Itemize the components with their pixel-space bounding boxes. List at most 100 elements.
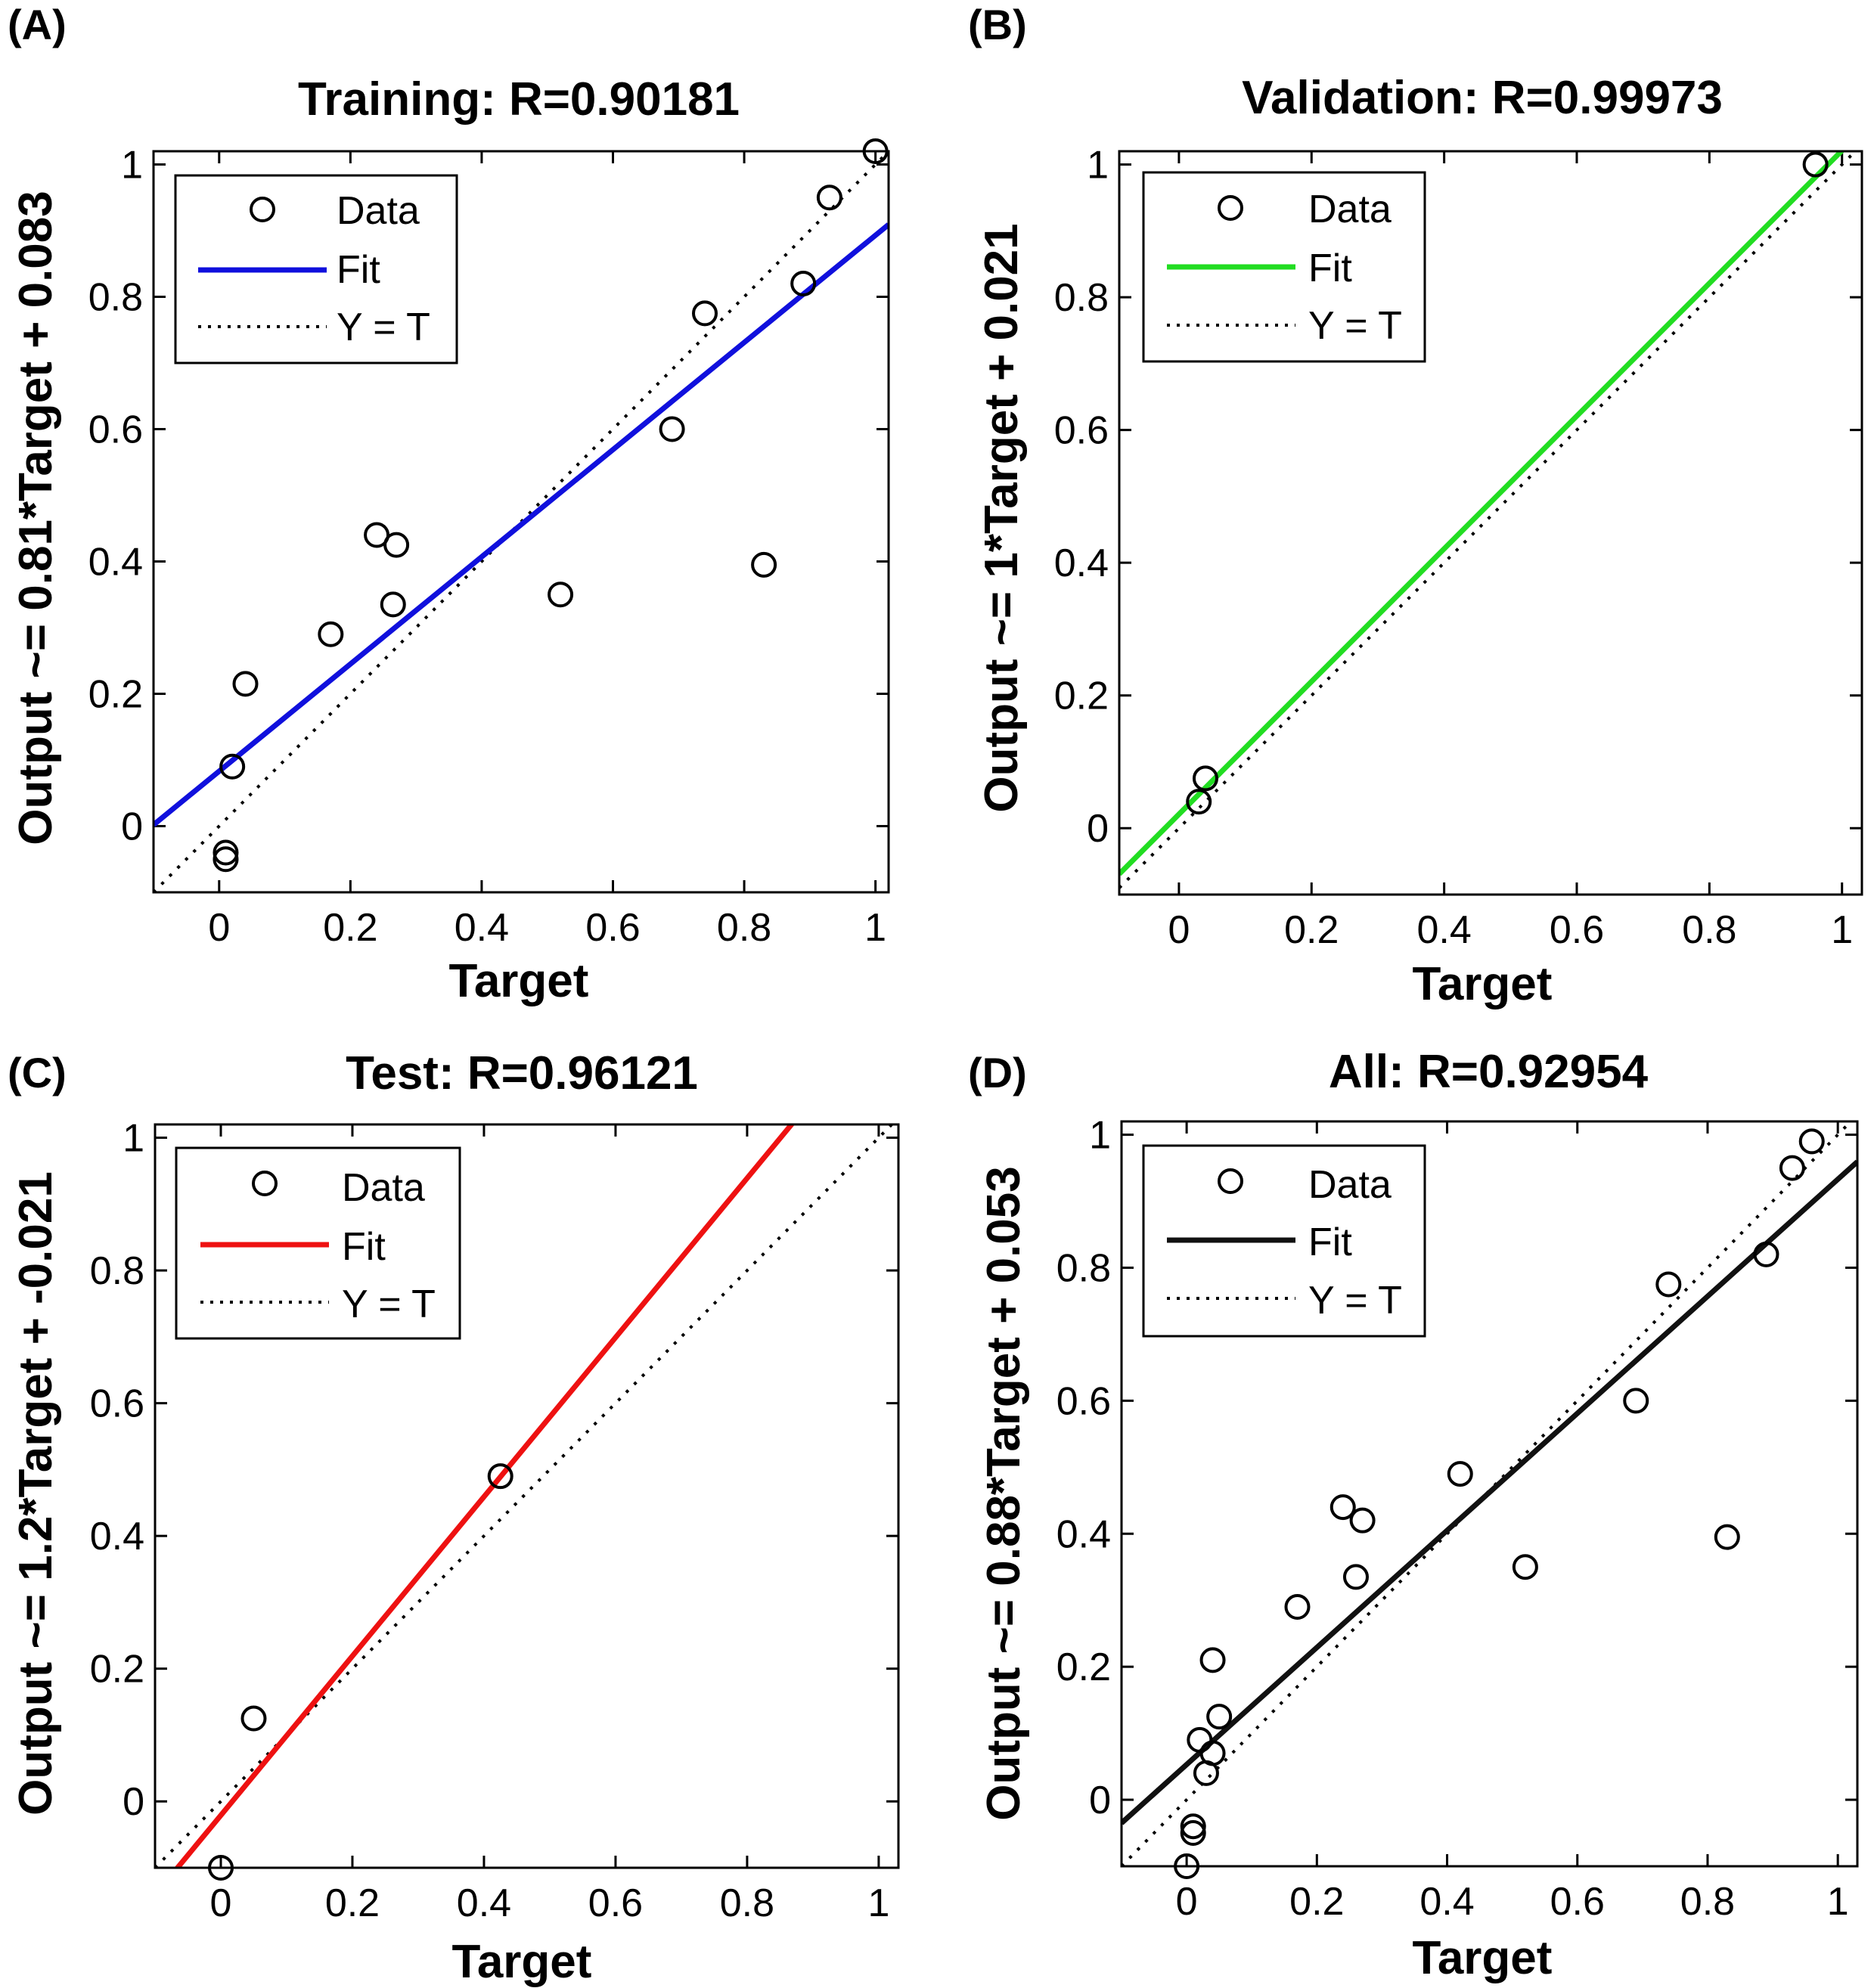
data-point-a-8 xyxy=(548,582,574,608)
legend-a: Data Fit Y = T xyxy=(174,174,458,364)
plot-frame-d xyxy=(1120,1120,1859,1868)
chart-title-d: All: R=0.92954 xyxy=(1329,1046,1649,1098)
legend-data-marker-c xyxy=(252,1171,278,1196)
y-tick-label-c-4: 0.8 xyxy=(90,1249,144,1293)
y-tick-label-b-2: 0.4 xyxy=(1054,541,1109,585)
x-tick-label-b-5: 1 xyxy=(1831,908,1853,952)
plot-area-c: 0 0.2 0.4 0.6 0.8 1 0 0.2 0.4 0.6 0.8 1 xyxy=(90,1117,900,1925)
data-point-d-3 xyxy=(1187,1726,1213,1753)
y-tick-label-a-0: 0 xyxy=(121,805,143,849)
legend-data-label-d: Data xyxy=(1308,1163,1392,1207)
y-tick-label-c-0: 0 xyxy=(123,1780,144,1824)
x-tick-label-d-3: 0.6 xyxy=(1550,1880,1605,1924)
chart-title-a: Training: R=0.90181 xyxy=(298,73,740,126)
data-point-c-1 xyxy=(240,1705,267,1732)
data-point-d-19 xyxy=(1798,1128,1825,1155)
fit-line-d xyxy=(1122,1159,1857,1825)
y-tick-label-d-3: 0.6 xyxy=(1056,1379,1111,1423)
fit-line-c xyxy=(174,1124,796,1868)
y-tick-label-d-2: 0.4 xyxy=(1056,1512,1111,1556)
data-point-a-2 xyxy=(219,753,246,780)
panel-label-a: (A) xyxy=(8,1,67,48)
x-tick-label-b-3: 0.6 xyxy=(1550,908,1604,952)
y-tick-label-a-4: 0.8 xyxy=(88,276,143,320)
x-tick-label-a-5: 1 xyxy=(864,906,886,950)
x-tick-label-b-1: 0.2 xyxy=(1284,908,1339,952)
data-point-d-12 xyxy=(1447,1461,1473,1487)
data-point-d-17 xyxy=(1753,1241,1779,1267)
legend-data-marker-d xyxy=(1218,1168,1243,1194)
y-tick-label-d-5: 1 xyxy=(1089,1114,1111,1158)
x-tick-label-c-0: 0 xyxy=(210,1881,232,1925)
y-tick-label-d-1: 0.2 xyxy=(1056,1645,1111,1689)
plot-area-b: 0 0.2 0.4 0.6 0.8 1 0 0.2 0.4 0.6 0.8 1 xyxy=(1054,144,1863,952)
x-tick-label-c-3: 0.6 xyxy=(588,1881,643,1925)
data-point-a-5 xyxy=(364,522,390,548)
data-point-d-11 xyxy=(1342,1564,1369,1590)
x-tick-label-c-2: 0.4 xyxy=(457,1881,511,1925)
plot-area-a: 0 0.2 0.4 0.6 0.8 1 0 0.2 0.4 0.6 0.8 1 xyxy=(88,138,890,950)
panel-c: (C) Test: R=0.96121 Output ~= 1.2*Target… xyxy=(8,1047,900,1988)
data-point-a-10 xyxy=(692,300,718,327)
legend-data-label-c: Data xyxy=(342,1166,425,1210)
data-point-a-0 xyxy=(213,846,239,873)
x-tick-label-d-4: 0.8 xyxy=(1680,1880,1735,1924)
x-axis-title-d: Target xyxy=(1413,1932,1553,1984)
y-axis-title-c: Output ~= 1.2*Target + -0.021 xyxy=(10,1171,62,1816)
y-tick-label-a-2: 0.4 xyxy=(88,541,143,585)
y-tick-label-c-2: 0.4 xyxy=(90,1515,144,1558)
x-tick-label-c-5: 1 xyxy=(867,1881,889,1925)
data-point-d-13 xyxy=(1512,1554,1538,1580)
x-tick-label-a-3: 0.6 xyxy=(585,906,640,950)
plot-frame-b xyxy=(1118,150,1863,896)
identity-line-b xyxy=(1119,151,1858,889)
panel-d: (D) All: R=0.92954 Output ~= 0.88*Target… xyxy=(968,1046,1859,1984)
x-tick-label-d-0: 0 xyxy=(1176,1880,1198,1924)
data-point-a-4 xyxy=(318,621,344,647)
x-tick-label-a-4: 0.8 xyxy=(717,906,771,950)
y-tick-label-b-4: 0.8 xyxy=(1054,276,1109,320)
plot-frame-c xyxy=(154,1123,900,1869)
x-tick-label-d-1: 0.2 xyxy=(1289,1880,1344,1924)
x-axis-title-a: Target xyxy=(449,955,589,1007)
x-tick-label-a-0: 0 xyxy=(208,906,230,950)
fit-line-a xyxy=(154,222,889,827)
fit-line-b xyxy=(1119,151,1845,876)
plot-frame-a xyxy=(152,150,890,894)
y-tick-label-b-1: 0.2 xyxy=(1054,675,1109,718)
data-point-c-2 xyxy=(487,1463,513,1490)
x-tick-label-a-1: 0.2 xyxy=(323,906,377,950)
panel-label-b: (B) xyxy=(968,1,1027,48)
x-tick-label-a-2: 0.4 xyxy=(455,906,509,950)
legend-data-label-a: Data xyxy=(337,189,420,233)
data-point-d-8 xyxy=(1284,1594,1311,1620)
legend-data-marker-a xyxy=(250,197,275,222)
legend-data-label-b: Data xyxy=(1308,188,1392,231)
x-tick-label-c-4: 0.8 xyxy=(720,1881,774,1925)
y-tick-label-a-1: 0.2 xyxy=(88,673,143,717)
data-point-a-1 xyxy=(213,839,239,866)
y-tick-label-d-4: 0.8 xyxy=(1056,1246,1111,1290)
data-point-b-2 xyxy=(1802,151,1829,178)
legend-c: Data Fit Y = T xyxy=(175,1146,461,1340)
panel-b: (B) Validation: R=0.99973 Output ~= 1*Ta… xyxy=(968,1,1863,1010)
y-tick-label-b-5: 1 xyxy=(1087,144,1109,188)
legend-fit-label-b: Fit xyxy=(1308,247,1352,290)
data-point-d-10 xyxy=(1349,1507,1376,1534)
legend-identity-label-d: Y = T xyxy=(1308,1279,1402,1323)
legend-fit-label-c: Fit xyxy=(342,1225,386,1269)
legend-d: Data Fit Y = T xyxy=(1142,1144,1426,1338)
x-tick-label-b-2: 0.4 xyxy=(1416,908,1471,952)
y-axis-title-d: Output ~= 0.88*Target + 0.053 xyxy=(978,1166,1030,1821)
data-point-a-11 xyxy=(751,551,777,578)
data-point-a-12 xyxy=(790,271,817,296)
data-point-d-5 xyxy=(1199,1740,1226,1766)
data-point-a-3 xyxy=(232,671,259,697)
y-tick-label-a-5: 1 xyxy=(121,144,143,188)
chart-title-b: Validation: R=0.99973 xyxy=(1242,72,1723,124)
y-tick-label-b-3: 0.6 xyxy=(1054,409,1109,453)
data-point-a-9 xyxy=(659,416,685,442)
x-axis-title-c: Target xyxy=(452,1936,592,1988)
data-point-d-2 xyxy=(1180,1813,1206,1840)
